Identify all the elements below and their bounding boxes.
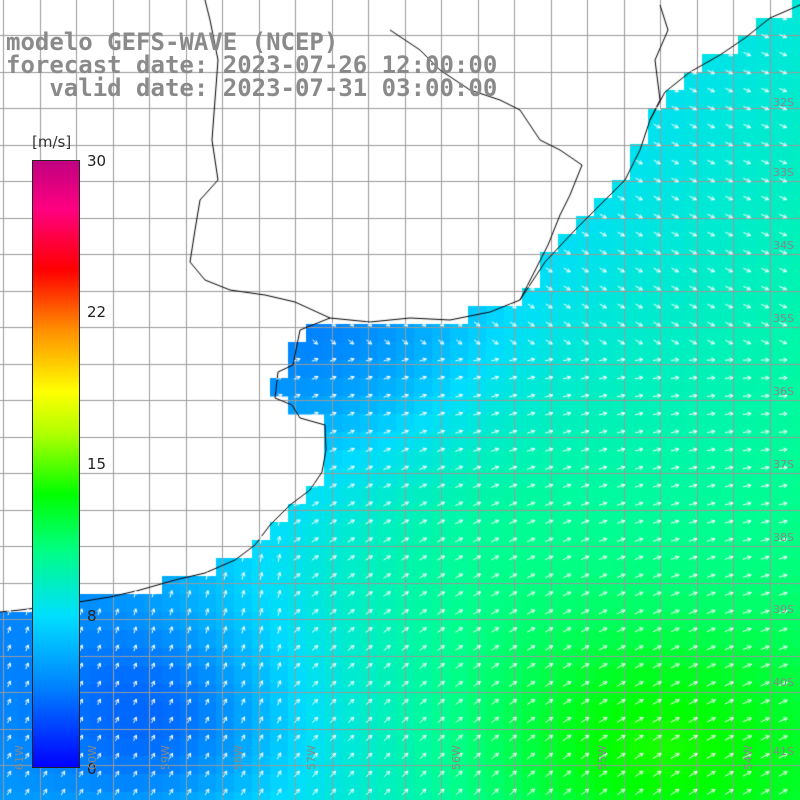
lat-label: 34S (773, 239, 794, 252)
lat-label: 41S (773, 745, 794, 758)
forecast-date: forecast date: 2023-07-26 12:00:00 (6, 51, 498, 79)
lat-label: 40S (773, 676, 794, 689)
lon-label: 57W (305, 745, 318, 770)
lat-label: 32S (773, 96, 794, 109)
lon-label: 60W (86, 745, 99, 770)
lat-label: 38S (773, 531, 794, 544)
colorbar-tick: 22 (87, 303, 107, 321)
colorbar-tick: 15 (87, 455, 107, 473)
lon-label: 59W (159, 745, 172, 770)
lat-label: 35S (773, 312, 794, 325)
colorbar-tick: 30 (87, 152, 107, 170)
colorbar (32, 160, 80, 768)
lat-label: 37S (773, 458, 794, 471)
lon-label: 54W (742, 745, 755, 770)
lon-label: 61W (13, 745, 26, 770)
lat-label: 36S (773, 385, 794, 398)
lon-label: 55W (596, 745, 609, 770)
lon-label: 56W (450, 745, 463, 770)
lon-label: 58W (232, 745, 245, 770)
model-title: modelo GEFS-WAVE (NCEP) (6, 28, 339, 56)
lat-label: 39S (773, 603, 794, 616)
valid-date: valid date: 2023-07-31 03:00:00 (6, 74, 498, 102)
colorbar-unit: [m/s] (32, 133, 72, 151)
lat-label: 33S (773, 166, 794, 179)
colorbar-tick: 0 (87, 760, 97, 778)
colorbar-tick: 8 (87, 607, 97, 625)
